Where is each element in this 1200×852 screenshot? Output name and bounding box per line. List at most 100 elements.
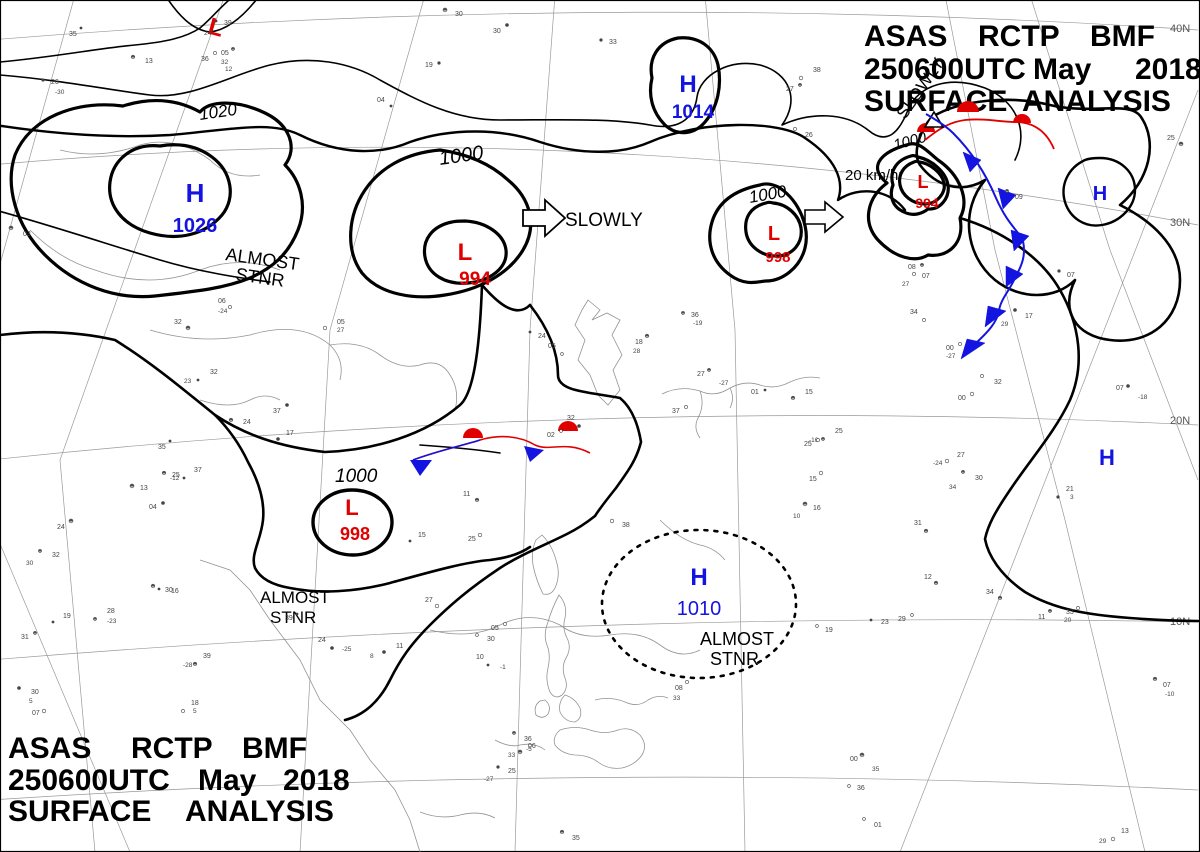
svg-text:-24: -24 [218, 308, 228, 315]
svg-text:L: L [918, 172, 929, 192]
svg-text:32: 32 [210, 369, 218, 376]
svg-text:STNR: STNR [710, 649, 759, 669]
svg-text:36: 36 [691, 312, 699, 319]
svg-text:03: 03 [23, 231, 31, 238]
svg-text:05: 05 [548, 343, 556, 350]
svg-text:39: 39 [203, 653, 211, 660]
svg-text:35: 35 [572, 835, 580, 842]
svg-text:8: 8 [370, 653, 374, 660]
svg-text:25: 25 [835, 428, 843, 435]
svg-text:08: 08 [675, 685, 683, 692]
svg-text:11: 11 [396, 643, 403, 650]
svg-text:24: 24 [318, 637, 326, 644]
svg-text:H: H [690, 564, 707, 591]
svg-text:24: 24 [57, 524, 65, 531]
svg-text:24: 24 [204, 30, 212, 37]
svg-text:28: 28 [633, 348, 641, 355]
svg-text:ALMOST: ALMOST [700, 629, 774, 649]
svg-text:27: 27 [337, 327, 345, 334]
svg-text:-30: -30 [55, 89, 65, 96]
svg-text:01: 01 [751, 389, 759, 396]
svg-text:998: 998 [765, 249, 790, 266]
svg-text:ALMOST: ALMOST [260, 588, 330, 607]
svg-text:00: 00 [958, 395, 966, 402]
svg-text:15: 15 [418, 532, 426, 539]
svg-text:ASAS: ASAS [864, 20, 947, 53]
svg-text:1000: 1000 [438, 142, 485, 170]
svg-text:35: 35 [872, 766, 880, 773]
svg-text:ANALYSIS: ANALYSIS [1022, 85, 1171, 118]
svg-text:08: 08 [908, 264, 916, 271]
svg-text:-28: -28 [183, 662, 193, 669]
svg-text:998: 998 [340, 524, 370, 544]
svg-text:00: 00 [946, 345, 954, 352]
svg-text:07: 07 [922, 273, 930, 280]
svg-text:SLOWLY: SLOWLY [565, 210, 643, 231]
svg-text:39: 39 [224, 20, 232, 27]
svg-text:11: 11 [1038, 614, 1045, 621]
svg-text:33: 33 [508, 752, 516, 759]
svg-text:13: 13 [1121, 828, 1129, 835]
svg-text:05: 05 [221, 50, 229, 57]
svg-text:06: 06 [218, 298, 226, 305]
svg-text:34: 34 [949, 484, 957, 491]
svg-text:May: May [1033, 53, 1092, 86]
svg-text:1000: 1000 [335, 466, 378, 487]
svg-text:ANALYSIS: ANALYSIS [185, 795, 334, 828]
svg-text:1000: 1000 [892, 129, 929, 154]
svg-text:04: 04 [149, 504, 157, 511]
svg-text:15: 15 [805, 389, 813, 396]
svg-text:L: L [458, 239, 473, 266]
svg-text:24: 24 [538, 333, 546, 340]
svg-text:RCTP: RCTP [978, 20, 1060, 53]
svg-text:37: 37 [194, 467, 202, 474]
svg-text:25: 25 [1167, 135, 1175, 142]
svg-text:1026: 1026 [173, 215, 218, 237]
svg-text:25: 25 [172, 472, 180, 479]
svg-text:09: 09 [1015, 194, 1023, 201]
svg-text:H: H [186, 178, 205, 208]
svg-text:35: 35 [158, 444, 166, 451]
svg-text:SURFACE: SURFACE [864, 85, 1007, 118]
svg-text:15: 15 [809, 476, 817, 483]
svg-text:31: 31 [914, 520, 922, 527]
svg-text:19: 19 [825, 627, 833, 634]
svg-text:37: 37 [273, 408, 281, 415]
svg-text:994: 994 [915, 195, 939, 211]
svg-text:18: 18 [191, 700, 199, 707]
svg-text:-23: -23 [107, 618, 117, 625]
svg-text:25: 25 [508, 768, 516, 775]
svg-text:5: 5 [193, 708, 197, 715]
svg-text:-19: -19 [693, 320, 703, 327]
svg-text:250600UTC: 250600UTC [8, 764, 170, 797]
svg-text:27: 27 [425, 597, 433, 604]
svg-text:H: H [1099, 445, 1115, 470]
svg-text:05: 05 [491, 625, 499, 632]
svg-text:20: 20 [1064, 617, 1072, 624]
svg-text:May: May [198, 764, 257, 797]
svg-text:-24: -24 [933, 460, 943, 467]
svg-text:17: 17 [1025, 313, 1033, 320]
svg-text:21: 21 [1066, 486, 1074, 493]
svg-text:30: 30 [493, 28, 501, 35]
svg-text:34: 34 [910, 309, 918, 316]
svg-text:-27: -27 [946, 353, 956, 360]
svg-text:13: 13 [140, 485, 148, 492]
svg-text:-1: -1 [500, 664, 506, 671]
svg-text:27: 27 [902, 281, 910, 288]
svg-text:29: 29 [1099, 838, 1107, 845]
svg-text:23: 23 [184, 378, 192, 385]
svg-text:17: 17 [286, 430, 294, 437]
svg-text:25: 25 [468, 536, 476, 543]
svg-text:32: 32 [994, 379, 1002, 386]
svg-text:24: 24 [243, 419, 251, 426]
svg-text:02: 02 [547, 432, 555, 439]
svg-text:30: 30 [26, 560, 34, 567]
svg-text:32: 32 [174, 319, 182, 326]
svg-text:07: 07 [1163, 682, 1171, 689]
svg-text:27: 27 [697, 371, 705, 378]
svg-text:12: 12 [924, 574, 932, 581]
svg-text:BMF: BMF [242, 732, 307, 765]
svg-text:H: H [1093, 183, 1107, 205]
svg-text:20 km/hr: 20 km/hr [845, 167, 903, 184]
